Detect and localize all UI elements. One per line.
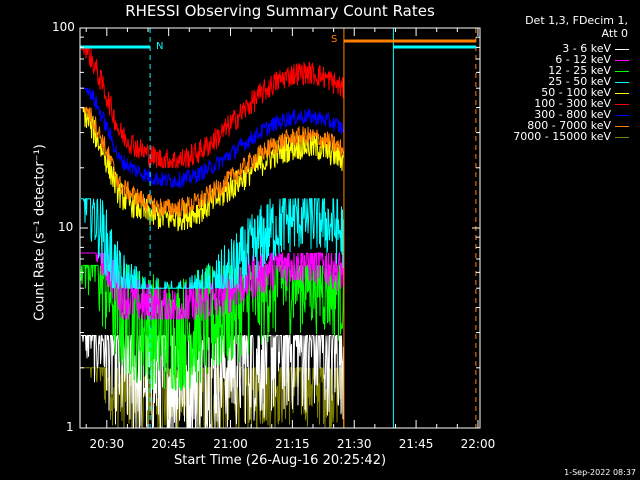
night-marker-label: N — [156, 41, 164, 52]
legend-swatch — [615, 60, 629, 61]
chart-title: RHESSI Observing Summary Count Rates — [125, 2, 435, 20]
legend-swatch — [615, 104, 629, 105]
legend-title-line1: Det 1,3, FDecim 1, — [525, 14, 628, 27]
legend-swatch — [615, 126, 629, 127]
series-trace-5 — [80, 45, 344, 170]
y-tick-label-1: 1 — [66, 420, 74, 434]
x-axis-label: Start Time (26-Aug-16 20:25:42) — [173, 453, 387, 468]
series-trace-0 — [81, 335, 344, 429]
legend-entry: 25 - 50 keV — [484, 75, 629, 88]
legend-entry: 3 - 6 keV — [484, 42, 629, 55]
legend-swatch — [615, 115, 629, 116]
legend-label: 800 - 7000 keV — [527, 119, 611, 132]
legend-swatch — [615, 82, 629, 83]
legend-label: 25 - 50 keV — [548, 75, 611, 88]
y-tick-label-100: 100 — [52, 20, 75, 34]
legend-entry: 6 - 12 keV — [484, 53, 629, 66]
legend-swatch — [615, 93, 629, 94]
timestamp: 1-Sep-2022 08:37 — [564, 468, 636, 477]
legend-swatch — [615, 137, 629, 138]
saa-marker-label: S — [331, 34, 338, 45]
legend-label: 300 - 800 keV — [534, 108, 611, 121]
series-trace-6 — [81, 87, 344, 189]
x-tick-label: 21:45 — [398, 437, 434, 451]
y-axis-label: Count Rate (s⁻¹ detector⁻¹) — [32, 144, 48, 321]
legend-label: 100 - 300 keV — [534, 97, 611, 110]
legend-swatch — [615, 71, 629, 72]
x-tick-label: 21:30 — [336, 437, 372, 451]
x-tick-label: 20:30 — [89, 437, 125, 451]
legend-entry: 800 - 7000 keV — [484, 119, 629, 132]
legend-entry: 7000 - 15000 keV — [484, 130, 629, 143]
series-trace-7 — [81, 106, 344, 218]
legend-label: 50 - 100 keV — [541, 86, 611, 99]
legend-label: 12 - 25 keV — [548, 64, 611, 77]
legend-entry: 300 - 800 keV — [484, 108, 629, 121]
y-tick-label-10: 10 — [58, 220, 74, 234]
x-tick-label: 21:15 — [275, 437, 310, 451]
x-tick-label: 21:00 — [213, 437, 248, 451]
legend-label: 6 - 12 keV — [555, 53, 611, 66]
legend-title-line2: Att 0 — [601, 27, 628, 40]
legend-entry: 100 - 300 keV — [484, 97, 629, 110]
legend-entry: 50 - 100 keV — [484, 86, 629, 99]
x-tick-label: 22:00 — [460, 437, 496, 451]
legend-label: 7000 - 15000 keV — [513, 130, 611, 143]
x-tick-label: 20:45 — [151, 437, 186, 451]
legend-entry: 12 - 25 keV — [484, 64, 629, 77]
legend-swatch — [615, 49, 629, 50]
series-trace-3 — [81, 198, 344, 290]
legend-label: 3 - 6 keV — [562, 42, 611, 55]
